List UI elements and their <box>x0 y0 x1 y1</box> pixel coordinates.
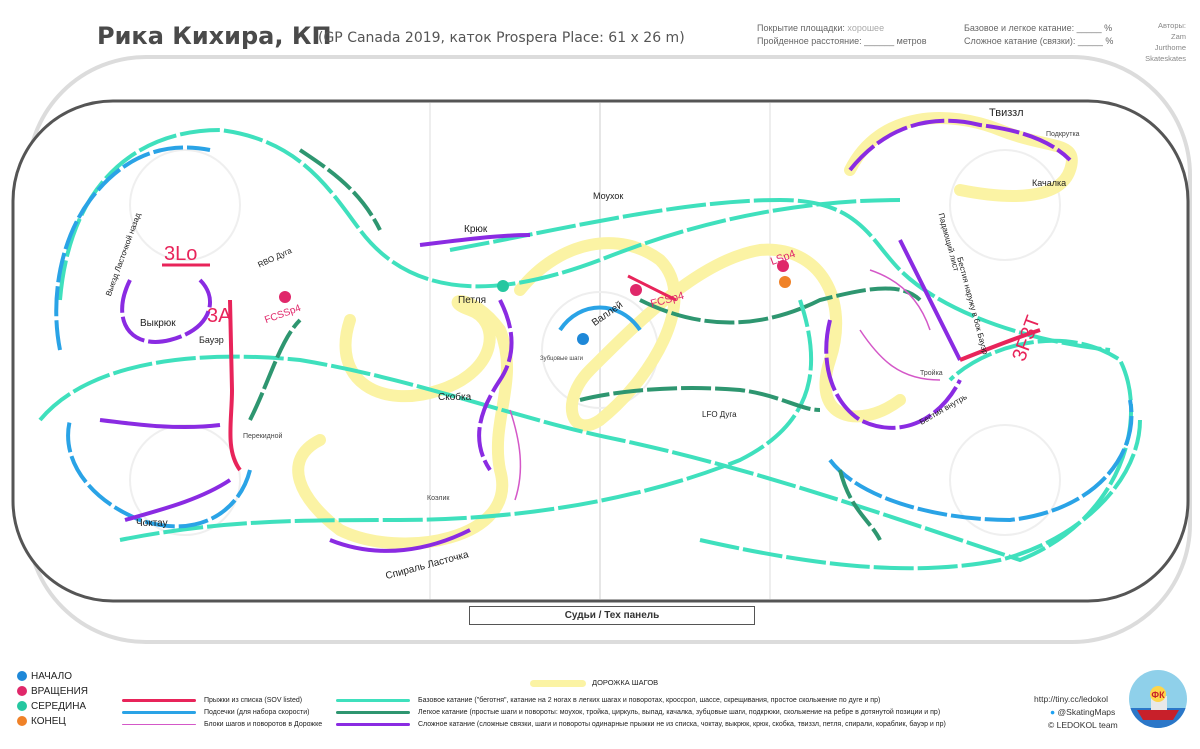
legend-jumps: Прыжки из списка (SOV listed) <box>122 697 302 704</box>
legend-middle: СЕРЕДИНА <box>17 701 86 712</box>
step-label: Твиззл <box>989 107 1023 119</box>
legend-step-sequence: ДОРОЖКА ШАГОВ <box>530 678 658 687</box>
svg-text:ФК: ФК <box>1151 690 1165 700</box>
basic-skating-percent: Базовое и легкое катание: _____ % <box>964 23 1113 33</box>
legend-basic: Базовое катание ("беготня", катание на 2… <box>336 697 880 704</box>
step-label: Моухок <box>593 191 623 201</box>
hard-path <box>99 418 221 430</box>
faceoff-circle <box>129 424 241 536</box>
complex-skating-percent: Сложное катание (связки): _____ % <box>964 36 1114 46</box>
middle-marker <box>497 280 509 292</box>
twitter-icon: ● <box>1050 707 1056 717</box>
faceoff-circle <box>949 149 1061 261</box>
team-credit: © LEDOKOL team <box>1048 720 1118 730</box>
basic-path <box>449 197 1111 352</box>
step-label: Выкрюк <box>140 318 176 329</box>
basic-path <box>58 127 901 301</box>
step-block-path <box>869 269 931 331</box>
legend-hard: Сложное катание (сложные связки, шаги и … <box>336 721 946 728</box>
jump-3f3t-line <box>959 328 1041 362</box>
spin-fcsp4-line <box>627 274 677 302</box>
legend-end: КОНЕЦ <box>17 716 66 727</box>
end-marker <box>779 276 791 288</box>
faceoff-circle <box>949 424 1061 536</box>
distance-text: Пройденное расстояние: ______ метров <box>757 36 927 46</box>
stroking-path <box>54 145 211 351</box>
easy-path <box>639 286 922 325</box>
step-label: Подкрутка <box>1046 131 1080 138</box>
basic-path <box>699 419 1142 571</box>
basic-path <box>38 338 1134 563</box>
jump-label: 3Lo <box>164 243 197 265</box>
legend-stroking: Подсечки (для набора скорости) <box>122 709 309 716</box>
page-subtitle: (GP Canada 2019, каток Prospera Place: 6… <box>318 30 685 46</box>
spin-marker <box>630 284 642 296</box>
twitter-handle[interactable]: ● @SkatingMaps <box>1050 707 1116 717</box>
legend-start: НАЧАЛО <box>17 671 72 682</box>
faceoff-circle <box>129 149 241 261</box>
legend-easy: Легкое катание (простые шаги и повороты:… <box>336 709 940 716</box>
hard-path <box>824 319 962 430</box>
legend-step-blocks: Блоки шагов и поворотов в Дорожке <box>122 721 322 728</box>
hard-path <box>124 478 232 522</box>
step-sequence-path <box>292 295 513 550</box>
authors-block: Авторы: Zam Jurthome Skateskates <box>1145 21 1186 63</box>
stroking-path <box>828 399 1134 523</box>
step-sequence-swatch <box>530 679 586 687</box>
easy-path <box>248 318 302 421</box>
ledokol-logo: ФК <box>1129 670 1187 728</box>
ice-quality: Покрытие площадки: хорошее <box>757 23 885 33</box>
step-label: Чоктау <box>136 518 168 529</box>
easy-path <box>298 148 382 231</box>
jump-label: 3A <box>207 305 232 327</box>
start-marker <box>577 333 589 345</box>
basic-path <box>119 299 814 542</box>
hard-path <box>120 278 212 344</box>
step-label: Зубцовые шаги <box>540 356 583 362</box>
hard-path <box>477 299 514 472</box>
page-title: Рика Кихира, КП <box>97 22 332 50</box>
stroking-path <box>66 419 252 529</box>
hard-path <box>898 239 962 361</box>
stroking-path <box>558 305 642 332</box>
spin-marker <box>777 260 789 272</box>
step-label: Коэлик <box>427 495 450 502</box>
step-label: Петля <box>458 295 486 306</box>
jump-3a-line <box>228 299 242 472</box>
legend-spins: ВРАЩЕНИЯ <box>17 686 88 697</box>
hard-path <box>419 233 531 247</box>
step-label: Качалка <box>1032 178 1066 188</box>
step-label: Тройка <box>920 369 943 377</box>
hard-path <box>329 528 471 553</box>
spin-marker <box>279 291 291 303</box>
site-link[interactable]: http://tiny.cc/ledokol <box>1034 694 1109 704</box>
step-label: Крюк <box>464 224 488 235</box>
hard-path <box>848 118 1072 172</box>
easy-path <box>579 386 821 412</box>
step-label: Бауэр <box>199 335 224 345</box>
easy-path <box>838 469 882 541</box>
step-sequence-path <box>514 237 906 432</box>
judges-panel: Судьи / Тех панель <box>469 606 755 625</box>
step-label: Перекидной <box>243 432 283 440</box>
step-label: Скобка <box>438 391 472 403</box>
step-block-path <box>509 409 522 501</box>
step-label: LFO Дуга <box>702 410 737 419</box>
step-block-path <box>859 329 941 381</box>
